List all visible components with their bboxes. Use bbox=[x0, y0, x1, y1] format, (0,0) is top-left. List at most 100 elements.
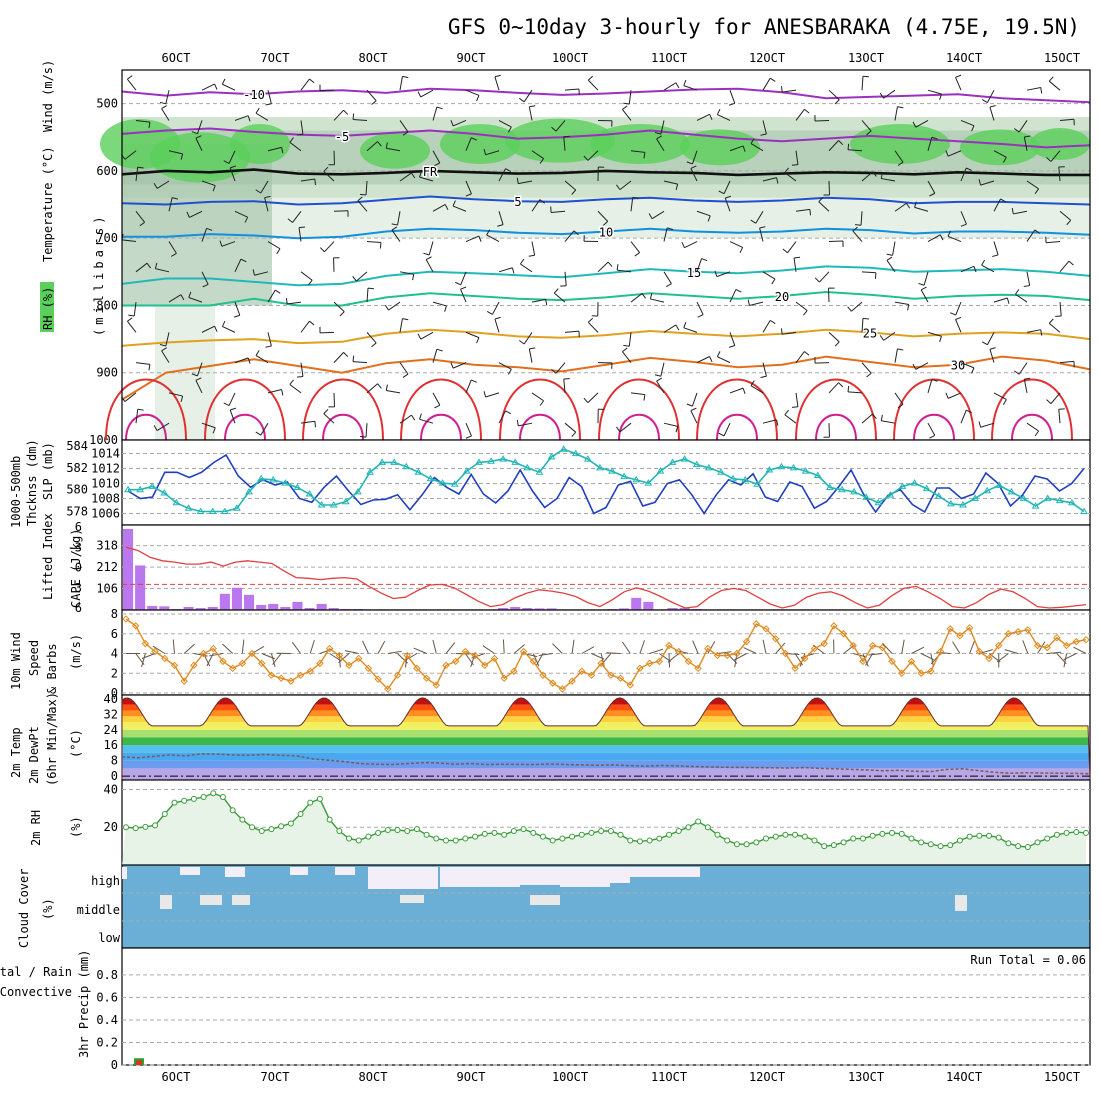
rh-axis-label: RH (%) bbox=[41, 287, 55, 330]
rh-marker bbox=[240, 817, 245, 822]
rh-marker bbox=[550, 838, 555, 843]
cloud-clear-high bbox=[180, 867, 200, 875]
rh-marker bbox=[153, 823, 158, 828]
x-tick-label-bottom: 11OCT bbox=[651, 1070, 687, 1084]
temp-band bbox=[122, 745, 1090, 753]
isotherm-label: 30 bbox=[951, 359, 965, 373]
isotherm-label: -5 bbox=[335, 130, 349, 144]
rh-marker bbox=[812, 838, 817, 843]
thickness-tick-label: 580 bbox=[66, 483, 88, 497]
temp-tick-label: 24 bbox=[104, 723, 118, 737]
chart-title: GFS 0~10day 3-hourly for ANESBARAKA (4.7… bbox=[448, 15, 1080, 39]
cape-tick-label: 106 bbox=[96, 582, 118, 596]
cape-tick-label: 318 bbox=[96, 539, 118, 553]
rh-marker bbox=[337, 829, 342, 834]
rh-marker bbox=[521, 827, 526, 832]
rh-marker bbox=[492, 830, 497, 835]
x-tick-label-top: 7OCT bbox=[261, 51, 290, 65]
rh-marker bbox=[880, 831, 885, 836]
rh-marker bbox=[996, 835, 1001, 840]
cloud-clear-mid bbox=[232, 895, 250, 905]
cape-bar bbox=[631, 598, 641, 610]
rh-marker bbox=[851, 836, 856, 841]
cloud-clear-high bbox=[630, 867, 700, 877]
thickness-axis-label: 1000-500mb bbox=[9, 456, 23, 528]
wind-barb-flag bbox=[863, 76, 869, 77]
rh-marker bbox=[1054, 832, 1059, 837]
rh-moist-blob bbox=[360, 133, 430, 169]
pressure-tick-label: 1000 bbox=[89, 433, 118, 447]
x-tick-label-bottom: 12OCT bbox=[749, 1070, 785, 1084]
cape-bar bbox=[220, 594, 230, 610]
rh-marker bbox=[841, 840, 846, 845]
rh-marker bbox=[1045, 836, 1050, 841]
x-tick-label-bottom: 6OCT bbox=[162, 1070, 191, 1084]
wind-barb-flag bbox=[353, 114, 354, 120]
rh-marker bbox=[317, 796, 322, 801]
rh2m-axis-label: 2m RH bbox=[29, 810, 43, 846]
rh-marker bbox=[977, 833, 982, 838]
rh-marker bbox=[599, 829, 604, 834]
cloud-clear-high bbox=[440, 867, 520, 887]
cloud-clear-high bbox=[600, 867, 630, 883]
rh-marker bbox=[385, 828, 390, 833]
rh-marker bbox=[667, 832, 672, 837]
wind-barb-flag bbox=[360, 194, 366, 195]
rh-marker bbox=[560, 836, 565, 841]
rh-marker bbox=[308, 800, 313, 805]
rh-marker bbox=[628, 838, 633, 843]
rh-marker bbox=[143, 824, 148, 829]
li-axis-label: Lifted Index bbox=[41, 513, 55, 600]
wind-barb-flag bbox=[848, 386, 849, 392]
rh-moist-blob bbox=[960, 129, 1040, 165]
precip-tick-label: 0.4 bbox=[96, 1013, 118, 1027]
rh-marker bbox=[967, 834, 972, 839]
wind-barb-flag bbox=[781, 86, 782, 92]
wind-axis-label: Wind (m/s) bbox=[41, 60, 55, 132]
precip-tick-label: 0 bbox=[111, 1058, 118, 1072]
wind-tick-label: 6 bbox=[111, 627, 118, 641]
cape-bar bbox=[292, 602, 302, 610]
x-tick-label-top: 8OCT bbox=[359, 51, 388, 65]
rh-marker bbox=[424, 832, 429, 837]
rh-tick-label: 40 bbox=[104, 782, 118, 796]
pressure-axis-label: (millibars) bbox=[92, 213, 106, 336]
cloud-level-label: middle bbox=[77, 903, 120, 917]
rh-marker bbox=[822, 844, 827, 849]
rh-marker bbox=[870, 833, 875, 838]
wind-axis-label-2: Speed bbox=[27, 640, 41, 676]
cloud-clear-mid bbox=[200, 895, 222, 905]
minmax-axis-label: (6hr Min/Max) bbox=[45, 692, 59, 786]
rh-marker bbox=[1035, 840, 1040, 845]
isotherm-label: 15 bbox=[687, 266, 701, 280]
rh2m-axis-unit: (%) bbox=[69, 816, 83, 838]
rh-marker bbox=[802, 834, 807, 839]
cape-bar bbox=[123, 529, 133, 610]
rh-marker bbox=[259, 829, 264, 834]
wind-axis-label-3: & Barbs bbox=[45, 643, 59, 694]
cloud-clear-mid bbox=[400, 895, 424, 903]
cloud-level-label: high bbox=[91, 874, 120, 888]
wind-barb-flag bbox=[810, 209, 811, 215]
wind-barb-flag bbox=[360, 437, 366, 438]
cloud-clear-high bbox=[368, 867, 438, 889]
rh-marker bbox=[482, 831, 487, 836]
cloud-axis-label: Cloud Cover bbox=[17, 869, 31, 948]
rh-marker bbox=[182, 798, 187, 803]
cloud-level-label: low bbox=[98, 931, 120, 945]
cloud-clear-high bbox=[122, 867, 127, 879]
wind-barb-flag bbox=[792, 407, 798, 408]
temp-tick-label: 40 bbox=[104, 692, 118, 706]
rh-marker bbox=[220, 795, 225, 800]
slp-tick-label: 1010 bbox=[91, 477, 120, 491]
wind-axis-unit: (m/s) bbox=[69, 634, 83, 670]
rh-marker bbox=[162, 812, 167, 817]
rh-marker bbox=[773, 834, 778, 839]
rh-marker bbox=[1084, 830, 1089, 835]
pressure-tick-label: 600 bbox=[96, 164, 118, 178]
precip-conv-label: Convective bbox=[0, 985, 72, 999]
precip-axis-label: 3hr Precip (mm) bbox=[77, 950, 91, 1058]
x-tick-label-top: 13OCT bbox=[848, 51, 884, 65]
rh-marker bbox=[356, 838, 361, 843]
x-tick-label-bottom: 13OCT bbox=[848, 1070, 884, 1084]
